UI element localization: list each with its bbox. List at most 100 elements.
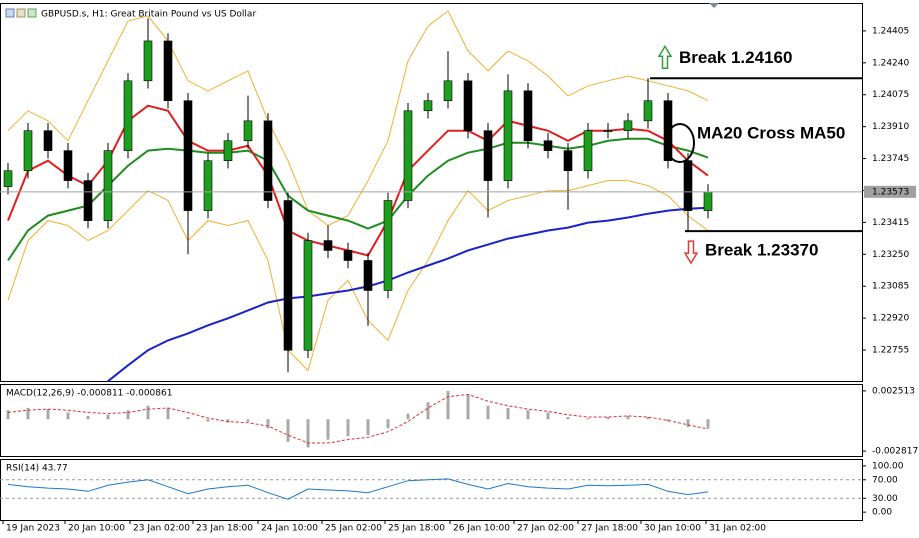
macd-bar bbox=[46, 409, 50, 420]
x-tick-label: 19 Jan 2023 bbox=[6, 524, 60, 534]
x-tick-label: 24 Jan 10:00 bbox=[261, 524, 318, 534]
candle-body bbox=[143, 40, 153, 82]
candle-body bbox=[603, 130, 613, 132]
macd-bar bbox=[486, 405, 490, 420]
icon bbox=[27, 8, 37, 18]
candle-body bbox=[563, 150, 573, 172]
candle-body bbox=[483, 130, 493, 181]
macd-bar bbox=[66, 412, 70, 420]
macd-bar bbox=[286, 419, 290, 442]
candle-body bbox=[703, 191, 713, 211]
x-tick-label: 23 Jan 02:00 bbox=[133, 524, 190, 534]
macd-bar bbox=[706, 419, 710, 429]
candle-body bbox=[403, 110, 413, 201]
y-tick-label: 100.00 bbox=[872, 461, 904, 471]
panel-title: RSI(14) 43.77 bbox=[6, 464, 68, 474]
x-tick-label: 30 Jan 10:00 bbox=[644, 524, 701, 534]
macd-bar bbox=[106, 414, 110, 420]
candle-body bbox=[83, 180, 93, 221]
x-tick-label: 20 Jan 10:00 bbox=[68, 524, 125, 534]
candle-body bbox=[343, 250, 353, 261]
candle-body bbox=[663, 100, 673, 161]
macd-bar bbox=[86, 415, 90, 420]
x-tick-label: 27 Jan 18:00 bbox=[581, 524, 638, 534]
panel-title: MACD(12,26,9) -0.000811 -0.000861 bbox=[6, 389, 172, 399]
macd-bar bbox=[346, 419, 350, 437]
y-tick-label: 1.24240 bbox=[872, 58, 909, 68]
annotation: MA20 Cross MA50 bbox=[697, 123, 845, 142]
icon bbox=[5, 8, 15, 18]
macd-bar bbox=[406, 413, 410, 420]
macd-bar bbox=[266, 419, 270, 429]
chart-title: GBPUSD.s, H1: Great Britain Pound vs US … bbox=[41, 10, 256, 20]
x-tick-label: 23 Jan 18:00 bbox=[196, 524, 253, 534]
current-price-label: 1.23573 bbox=[872, 187, 909, 197]
macd-bar bbox=[226, 419, 230, 423]
y-tick-label: 1.23415 bbox=[872, 218, 909, 228]
x-tick-label: 25 Jan 18:00 bbox=[388, 524, 445, 534]
candle-body bbox=[103, 150, 113, 221]
candle-body bbox=[63, 150, 73, 181]
candle-body bbox=[323, 240, 333, 251]
macd-bar bbox=[546, 412, 550, 420]
x-tick-label: 31 Jan 02:00 bbox=[709, 524, 766, 534]
y-tick-label: 30.00 bbox=[872, 494, 898, 504]
macd-bar bbox=[326, 419, 330, 440]
icon bbox=[16, 8, 26, 18]
y-tick-label: 70.00 bbox=[872, 475, 898, 485]
candle-body bbox=[203, 160, 213, 211]
x-tick-label: 26 Jan 10:00 bbox=[453, 524, 510, 534]
macd-bar bbox=[6, 410, 10, 420]
macd-bar bbox=[686, 419, 690, 428]
macd-bar bbox=[246, 419, 250, 422]
x-tick-label: 27 Jan 02:00 bbox=[517, 524, 574, 534]
candle-body bbox=[683, 160, 693, 211]
macd-bar bbox=[26, 407, 30, 420]
macd-bar bbox=[626, 415, 630, 420]
macd-bar bbox=[666, 419, 670, 422]
macd-bar bbox=[466, 394, 470, 420]
macd-bar bbox=[446, 391, 450, 420]
candle-body bbox=[263, 120, 273, 201]
macd-bar bbox=[186, 417, 190, 420]
macd-bar bbox=[506, 407, 510, 420]
macd-bar bbox=[646, 417, 650, 420]
candle-body bbox=[303, 240, 313, 351]
x-tick-label: 25 Jan 02:00 bbox=[325, 524, 382, 534]
shift-marker bbox=[709, 3, 719, 8]
y-tick-label: 1.24405 bbox=[872, 26, 909, 36]
y-tick-label: 1.23910 bbox=[872, 122, 909, 132]
candle-body bbox=[383, 200, 393, 291]
candle-body bbox=[43, 130, 53, 151]
candle-body bbox=[523, 90, 533, 142]
macd-bar bbox=[206, 419, 210, 422]
candle-body bbox=[183, 100, 193, 211]
y-tick-label: -0.002817 bbox=[872, 447, 918, 457]
rsi-line bbox=[7, 478, 709, 500]
candle-body bbox=[363, 260, 373, 291]
candle-body bbox=[503, 90, 513, 181]
candle-body bbox=[423, 100, 433, 112]
moving-average bbox=[7, 10, 709, 227]
macd-bar bbox=[606, 417, 610, 420]
macd-bar bbox=[566, 417, 570, 420]
macd-signal bbox=[7, 393, 709, 444]
candle-body bbox=[463, 80, 473, 131]
candle-body bbox=[3, 170, 13, 187]
macd-bar bbox=[146, 405, 150, 420]
candle-body bbox=[223, 140, 233, 161]
candle-body bbox=[23, 130, 33, 172]
moving-average bbox=[7, 180, 709, 372]
current-price-box bbox=[864, 185, 916, 198]
candle-body bbox=[583, 130, 593, 172]
y-tick-label: 1.22755 bbox=[872, 346, 909, 356]
macd-bar bbox=[366, 419, 370, 436]
macd-bar bbox=[166, 407, 170, 420]
level-arrow bbox=[657, 44, 673, 70]
macd-bar bbox=[426, 402, 430, 420]
y-tick-label: 0.00 bbox=[872, 508, 892, 518]
candle-body bbox=[443, 80, 453, 102]
macd-bar bbox=[126, 410, 130, 420]
macd-bar bbox=[526, 410, 530, 420]
cross-circle bbox=[665, 123, 695, 163]
